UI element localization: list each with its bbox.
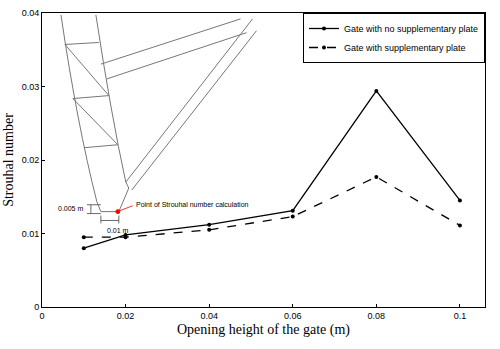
- svg-text:0.04: 0.04: [200, 311, 218, 321]
- svg-text:0.03: 0.03: [22, 82, 40, 92]
- svg-text:0.1: 0.1: [454, 311, 467, 321]
- svg-text:0: 0: [39, 311, 44, 321]
- svg-text:0: 0: [34, 302, 39, 312]
- svg-text:0.01: 0.01: [22, 229, 40, 239]
- svg-text:Gate with supplementary plate: Gate with supplementary plate: [344, 43, 466, 53]
- svg-text:Gate with no supplementary pla: Gate with no supplementary plate: [344, 24, 478, 34]
- svg-text:0.01 m: 0.01 m: [107, 227, 129, 234]
- svg-text:0.02: 0.02: [117, 311, 135, 321]
- svg-text:0.08: 0.08: [368, 311, 386, 321]
- svg-text:Opening height of the gate (m): Opening height of the gate (m): [177, 322, 350, 338]
- svg-text:0.02: 0.02: [22, 155, 40, 165]
- svg-text:Strouhal number: Strouhal number: [1, 113, 16, 207]
- svg-text:0.06: 0.06: [284, 311, 302, 321]
- svg-text:0.005 m: 0.005 m: [58, 205, 83, 212]
- svg-text:Point of Strouhal number calcu: Point of Strouhal number calculation: [136, 201, 249, 208]
- svg-text:0.04: 0.04: [22, 8, 40, 18]
